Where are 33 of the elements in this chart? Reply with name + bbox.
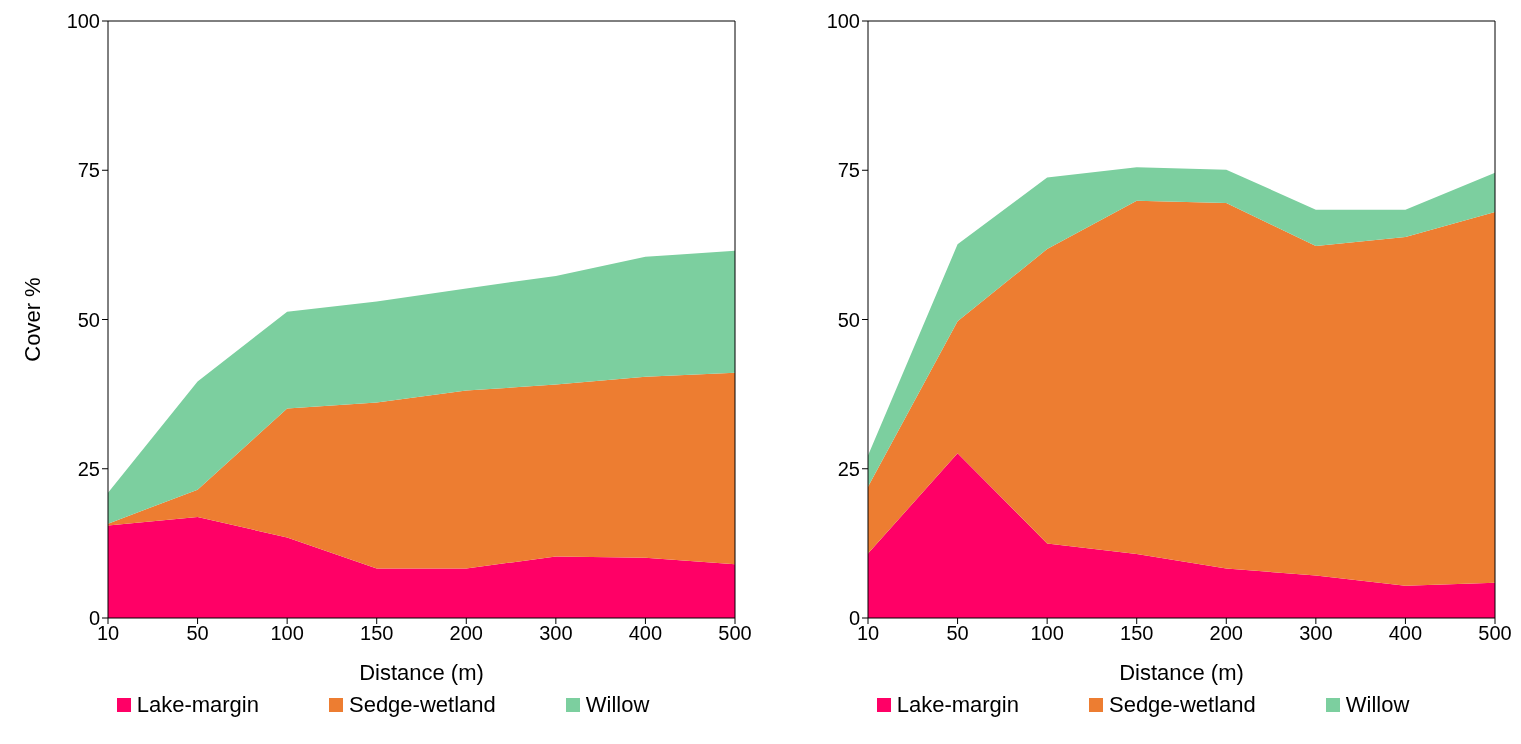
y-tick-label: 75 bbox=[77, 159, 100, 182]
x-tick-label: 300 bbox=[1299, 622, 1333, 645]
x-tick-label: 50 bbox=[186, 622, 209, 645]
legend-label: Lake-margin bbox=[896, 692, 1019, 718]
x-tick-label: 200 bbox=[1209, 622, 1243, 645]
y-tick-label: 100 bbox=[66, 10, 100, 33]
y-tick-label: 0 bbox=[88, 607, 100, 630]
y-tick-label: 75 bbox=[837, 159, 860, 182]
y-tick-label: 25 bbox=[837, 457, 860, 480]
y-tick-label: 50 bbox=[77, 308, 100, 331]
y-tick-label: 50 bbox=[837, 308, 860, 331]
legend-label: Willow bbox=[585, 692, 650, 718]
legend-label: Sedge-wetland bbox=[1108, 692, 1256, 718]
legend-label: Lake-margin bbox=[136, 692, 259, 718]
x-tick-label: 400 bbox=[1388, 622, 1423, 645]
x-tick-label: 500 bbox=[1478, 622, 1512, 645]
x-tick-label: 150 bbox=[360, 622, 394, 645]
x-tick-label: 100 bbox=[1030, 622, 1064, 645]
x-tick-label: 100 bbox=[270, 622, 304, 645]
x-tick-label: 200 bbox=[449, 622, 483, 645]
x-axis-title: Distance (m) bbox=[359, 660, 484, 685]
x-tick-label: 50 bbox=[946, 622, 969, 645]
y-tick-label: 25 bbox=[77, 457, 100, 480]
x-axis-title: Distance (m) bbox=[1119, 660, 1244, 685]
x-tick-label: 300 bbox=[539, 622, 573, 645]
legend-label: Sedge-wetland bbox=[348, 692, 496, 718]
x-tick-label: 150 bbox=[1120, 622, 1154, 645]
legend-label: Willow bbox=[1345, 692, 1410, 718]
y-tick-label: 0 bbox=[848, 607, 860, 630]
y-tick-label: 100 bbox=[826, 10, 860, 33]
y-axis-title: Cover % bbox=[19, 277, 45, 362]
x-tick-label: 400 bbox=[628, 622, 663, 645]
x-tick-label: 500 bbox=[718, 622, 752, 645]
